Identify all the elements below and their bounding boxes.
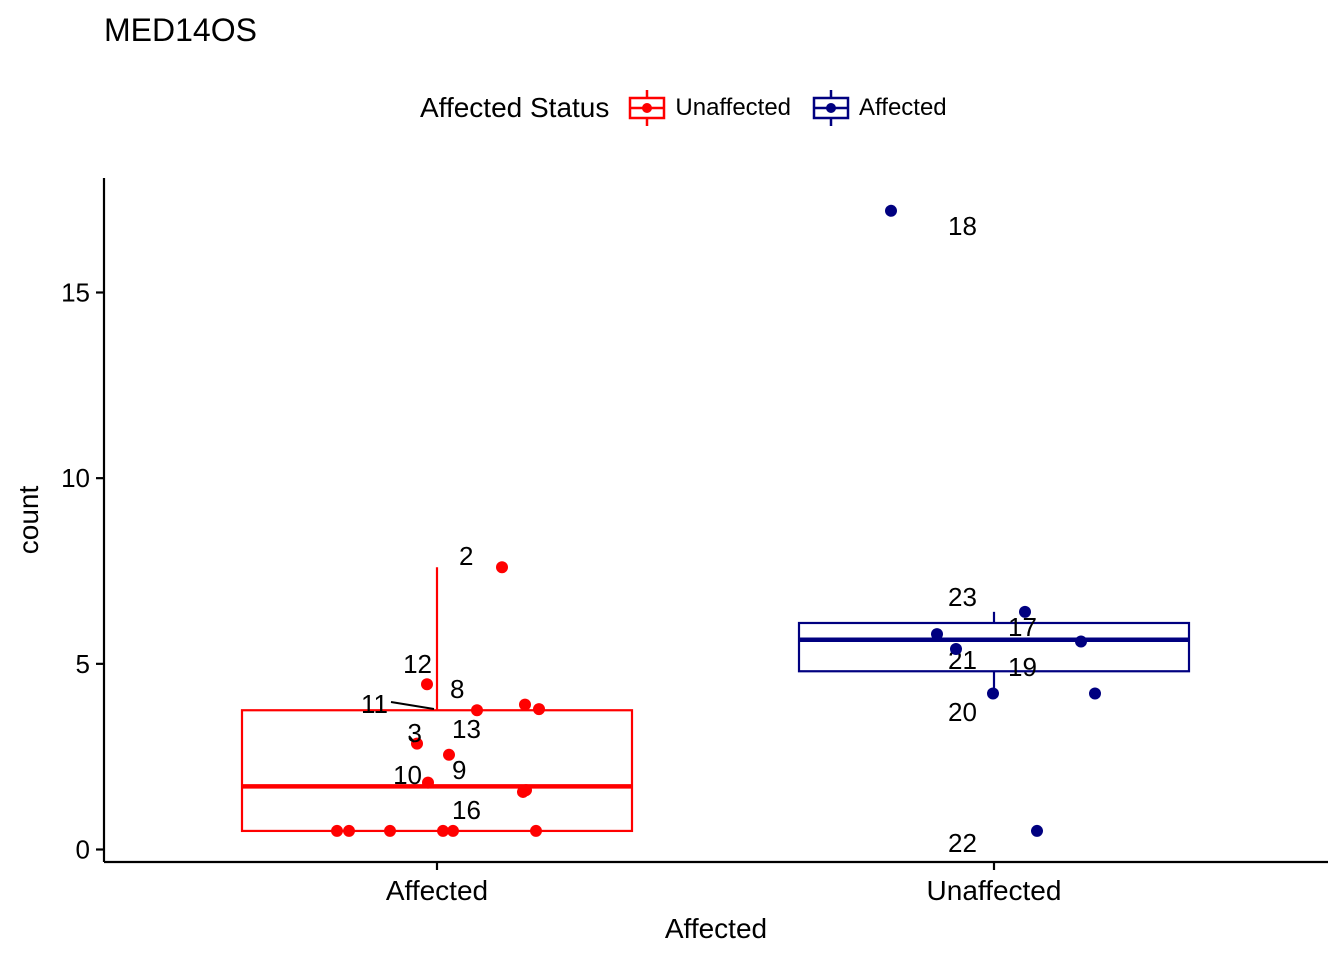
legend-item-affected: Affected bbox=[811, 88, 947, 128]
data-point bbox=[533, 703, 545, 716]
point-label: 2 bbox=[459, 541, 473, 571]
label-leader-line bbox=[390, 701, 435, 710]
point-label: 20 bbox=[948, 697, 977, 727]
chart-title: MED14OS bbox=[104, 12, 257, 48]
point-label: 9 bbox=[452, 755, 466, 785]
box bbox=[797, 621, 1191, 673]
y-tick-label: 5 bbox=[76, 649, 90, 679]
legend-key-affected-icon bbox=[812, 90, 850, 126]
y-tick-label: 0 bbox=[76, 835, 90, 865]
data-point bbox=[496, 561, 508, 574]
data-point bbox=[519, 698, 531, 711]
data-point bbox=[1089, 687, 1101, 700]
data-point bbox=[447, 824, 459, 837]
point-label: 11 bbox=[361, 689, 388, 719]
legend: Affected Status Unaffected Affected bbox=[420, 88, 967, 128]
x-axis-label: Affected bbox=[665, 913, 767, 944]
data-point bbox=[517, 785, 529, 798]
data-point bbox=[437, 824, 449, 837]
point-label: 10 bbox=[393, 760, 422, 790]
point-label: 12 bbox=[403, 649, 432, 679]
legend-item-unaffected: Unaffected bbox=[627, 88, 791, 128]
legend-title: Affected Status bbox=[420, 92, 610, 123]
y-tick-label: 15 bbox=[61, 278, 90, 308]
data-point bbox=[331, 824, 343, 837]
point-label: 23 bbox=[948, 582, 977, 612]
label-leader-line bbox=[408, 735, 415, 743]
point-label: 3 bbox=[408, 718, 422, 748]
data-point bbox=[1019, 605, 1031, 618]
point-label: 13 bbox=[452, 714, 481, 744]
data-point bbox=[421, 678, 433, 691]
box bbox=[240, 709, 634, 833]
y-axis-label: count bbox=[13, 486, 44, 555]
data-point bbox=[443, 748, 455, 761]
data-point bbox=[343, 824, 355, 837]
x-tick-label: Unaffected bbox=[927, 875, 1062, 906]
legend-label-unaffected: Unaffected bbox=[675, 94, 792, 121]
data-point bbox=[885, 204, 897, 217]
point-label: 8 bbox=[450, 674, 464, 704]
y-tick-label: 10 bbox=[61, 463, 90, 493]
point-label: 19 bbox=[1008, 652, 1037, 682]
point-label: 22 bbox=[948, 828, 977, 858]
legend-key-unaffected-icon bbox=[629, 90, 666, 126]
data-point bbox=[384, 824, 396, 837]
point-label: 18 bbox=[948, 211, 977, 241]
data-point bbox=[1031, 824, 1043, 837]
data-point bbox=[950, 642, 962, 655]
point-label: 17 bbox=[1008, 612, 1037, 642]
data-point bbox=[422, 776, 434, 789]
x-tick-label: Affected bbox=[386, 875, 488, 906]
legend-label-affected: Affected bbox=[859, 94, 947, 121]
data-point bbox=[530, 824, 542, 837]
data-point bbox=[931, 628, 943, 641]
point-label: 16 bbox=[452, 795, 481, 825]
data-point bbox=[987, 687, 999, 700]
data-point bbox=[471, 704, 483, 717]
axes: 0 5 10 15 Affected Unaffected Affected count bbox=[13, 178, 1328, 944]
data-point bbox=[1075, 635, 1087, 648]
